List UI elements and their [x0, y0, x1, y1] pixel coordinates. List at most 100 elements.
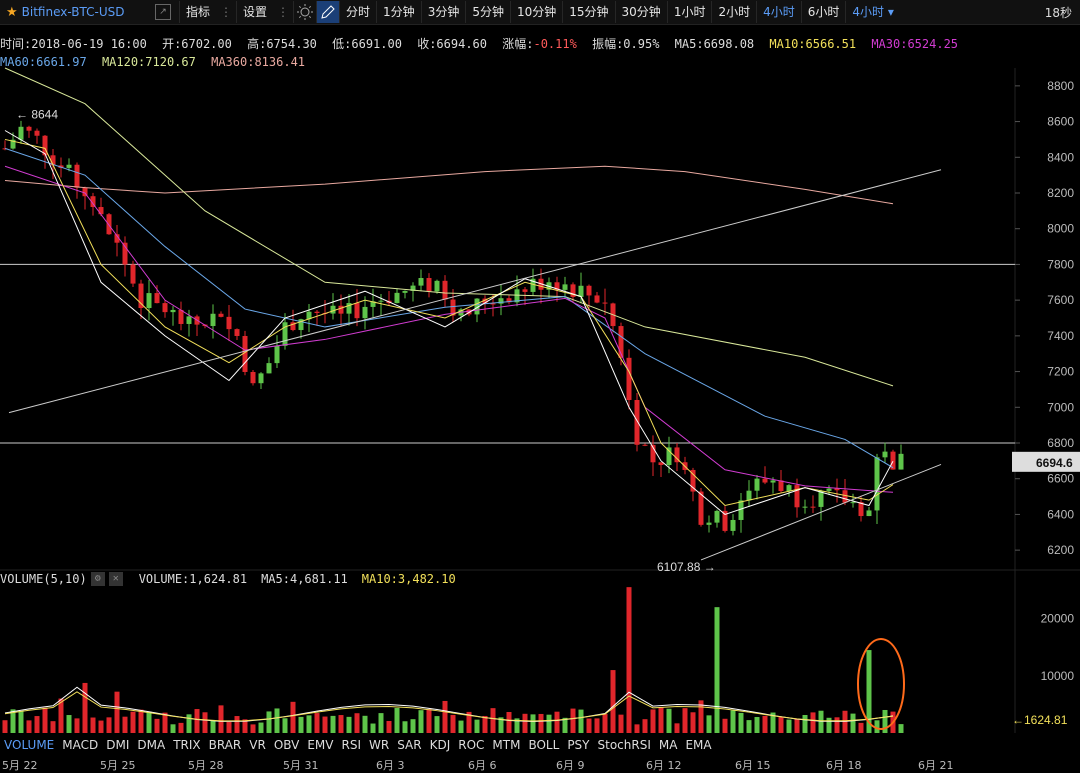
- draw-pencil-icon[interactable]: [316, 1, 340, 23]
- candle-body: [882, 451, 888, 458]
- candle-body: [338, 305, 344, 314]
- indicator-tab-rsi[interactable]: RSI: [341, 738, 362, 752]
- candle-body: [570, 284, 576, 297]
- close-icon[interactable]: ✕: [108, 572, 123, 586]
- candle-body: [114, 234, 120, 243]
- interval-dropdown[interactable]: 4小时 ▾: [845, 1, 899, 23]
- indicator-tab-stochrsi[interactable]: StochRSI: [597, 738, 651, 752]
- low-annotation: 6107.88 →: [657, 560, 716, 574]
- candle-body: [434, 280, 440, 292]
- candle-body: [722, 510, 728, 531]
- candle-body: [130, 264, 136, 284]
- candle-body: [370, 301, 376, 307]
- interval-tab-5[interactable]: 15分钟: [562, 1, 614, 23]
- volume-bar: [850, 713, 856, 733]
- interval-tab-7[interactable]: 1小时: [666, 1, 712, 23]
- volume-bar: [650, 709, 656, 733]
- expand-icon[interactable]: ↗: [155, 4, 171, 20]
- indicator-tab-wr[interactable]: WR: [369, 738, 390, 752]
- candle-body: [634, 399, 640, 445]
- ma-info-line: MA60:6661.97 MA120:7120.67 MA360:8136.41: [0, 55, 313, 69]
- volume-bar: [618, 714, 624, 733]
- indicator-tab-vr[interactable]: VR: [249, 738, 266, 752]
- candle-body: [490, 303, 496, 305]
- candle-body: [834, 488, 840, 491]
- indicator-tab-boll[interactable]: BOLL: [528, 738, 560, 752]
- indicator-tab-mtm[interactable]: MTM: [492, 738, 521, 752]
- indicator-tab-dma[interactable]: DMA: [137, 738, 166, 752]
- settings-button[interactable]: 设置: [236, 1, 273, 23]
- ohlc-info-line: 时间:2018-06-19 16:00 开:6702.00 高:6754.30 …: [0, 35, 966, 52]
- volume-bar: [730, 710, 736, 733]
- gear-icon[interactable]: ⚙: [90, 572, 105, 586]
- more-dots-icon[interactable]: ⋮: [220, 5, 233, 19]
- volume-bar: [114, 691, 120, 733]
- interval-tab-2[interactable]: 3分钟: [420, 1, 466, 23]
- price-tick-label: 7000: [1047, 400, 1074, 414]
- interval-tab-4[interactable]: 10分钟: [509, 1, 562, 23]
- indicator-tab-kdj[interactable]: KDJ: [429, 738, 451, 752]
- interval-tab-3[interactable]: 5分钟: [465, 1, 510, 23]
- price-tick-label: 8800: [1047, 79, 1074, 93]
- volume-bar: [658, 707, 664, 733]
- candle-body: [290, 322, 296, 331]
- candle-body: [514, 289, 520, 303]
- volume-bar: [130, 711, 136, 733]
- volume-bar: [250, 724, 256, 733]
- volume-bar: [754, 717, 760, 733]
- x-tick-label: 6月 12: [646, 759, 682, 772]
- volume-bar: [50, 721, 56, 733]
- sun-icon[interactable]: [293, 1, 316, 23]
- volume-bar: [42, 707, 48, 733]
- indicator-tab-dmi[interactable]: DMI: [106, 738, 130, 752]
- candle-body: [418, 278, 424, 286]
- indicator-tab-ma[interactable]: MA: [658, 738, 678, 752]
- indicator-tab-emv[interactable]: EMV: [307, 738, 334, 752]
- interval-tab-6[interactable]: 30分钟: [614, 1, 667, 23]
- volume-bar: [218, 705, 224, 733]
- volume-bar: [370, 723, 376, 733]
- high-annotation: ← 8644: [16, 107, 58, 121]
- candle-body: [250, 371, 256, 384]
- indicator-tab-roc[interactable]: ROC: [458, 738, 485, 752]
- last-price-label: 6694.6: [1036, 456, 1073, 470]
- indicator-tab-trix[interactable]: TRIX: [173, 738, 201, 752]
- candle-body: [210, 313, 216, 327]
- volume-bar: [786, 719, 792, 733]
- candle-body: [738, 500, 744, 520]
- volume-bar: [714, 607, 720, 733]
- volume-bar: [362, 715, 368, 733]
- volume-bar: [146, 711, 152, 733]
- more-dots-icon-2[interactable]: ⋮: [277, 5, 290, 19]
- volume-bar: [154, 718, 160, 733]
- ma60-line: [4, 147, 894, 469]
- price-tick-label: 7200: [1047, 365, 1074, 379]
- indicator-tab-obv[interactable]: OBV: [273, 738, 300, 752]
- indicator-tab-ema[interactable]: EMA: [685, 738, 712, 752]
- volume-bar: [66, 715, 72, 733]
- volume-bar: [898, 724, 904, 733]
- candle-body: [474, 298, 480, 315]
- interval-tab-9[interactable]: 4小时: [756, 1, 801, 23]
- indicator-tab-sar[interactable]: SAR: [397, 738, 422, 752]
- interval-tab-0[interactable]: 分时: [339, 1, 376, 23]
- indicator-tab-psy[interactable]: PSY: [567, 738, 590, 752]
- volume-bar: [242, 719, 248, 733]
- candle-body: [770, 480, 776, 483]
- indicators-button[interactable]: 指标: [179, 1, 216, 23]
- indicator-tab-macd[interactable]: MACD: [62, 738, 99, 752]
- trendline: [700, 463, 942, 561]
- volume-bar: [778, 716, 784, 733]
- indicator-tab-volume[interactable]: VOLUME: [4, 738, 55, 752]
- interval-tab-10[interactable]: 6小时: [800, 1, 846, 23]
- symbol-selector[interactable]: ★ Bitfinex-BTC-USD: [0, 5, 155, 20]
- star-icon[interactable]: ★: [6, 4, 18, 20]
- volume-bar: [26, 720, 32, 733]
- volume-bar: [74, 718, 80, 733]
- candle-body: [178, 309, 184, 324]
- interval-tab-8[interactable]: 2小时: [711, 1, 756, 23]
- interval-tab-1[interactable]: 1分钟: [376, 1, 421, 23]
- candle-body: [74, 164, 80, 188]
- indicator-tab-brar[interactable]: BRAR: [208, 738, 242, 752]
